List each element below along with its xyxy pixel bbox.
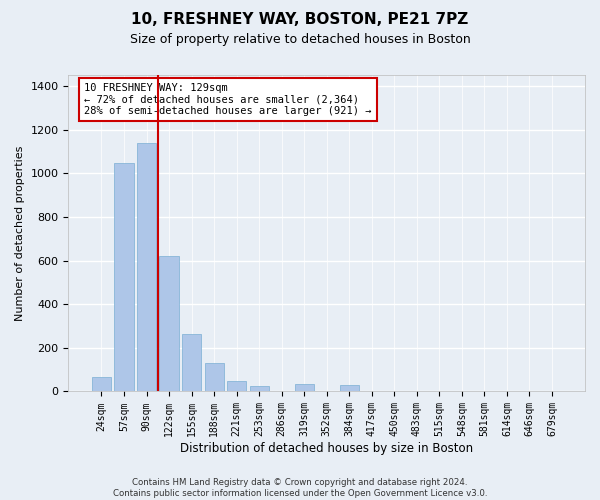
Bar (182, 334, 201, 392)
Y-axis label: Number of detached properties: Number of detached properties (15, 146, 25, 321)
Bar (92, 378, 111, 392)
Bar (227, 380, 246, 392)
Bar (205, 363, 224, 392)
Bar (137, 142, 156, 392)
Text: Size of property relative to detached houses in Boston: Size of property relative to detached ho… (130, 32, 470, 46)
X-axis label: Distribution of detached houses by size in Boston: Distribution of detached houses by size … (180, 442, 473, 455)
Bar (160, 256, 179, 392)
Bar (340, 385, 359, 392)
Text: Contains HM Land Registry data © Crown copyright and database right 2024.
Contai: Contains HM Land Registry data © Crown c… (113, 478, 487, 498)
Bar (250, 386, 269, 392)
Text: 10, FRESHNEY WAY, BOSTON, PE21 7PZ: 10, FRESHNEY WAY, BOSTON, PE21 7PZ (131, 12, 469, 28)
Bar (295, 384, 314, 392)
Text: 10 FRESHNEY WAY: 129sqm
← 72% of detached houses are smaller (2,364)
28% of semi: 10 FRESHNEY WAY: 129sqm ← 72% of detache… (84, 83, 371, 116)
Bar (115, 164, 134, 392)
